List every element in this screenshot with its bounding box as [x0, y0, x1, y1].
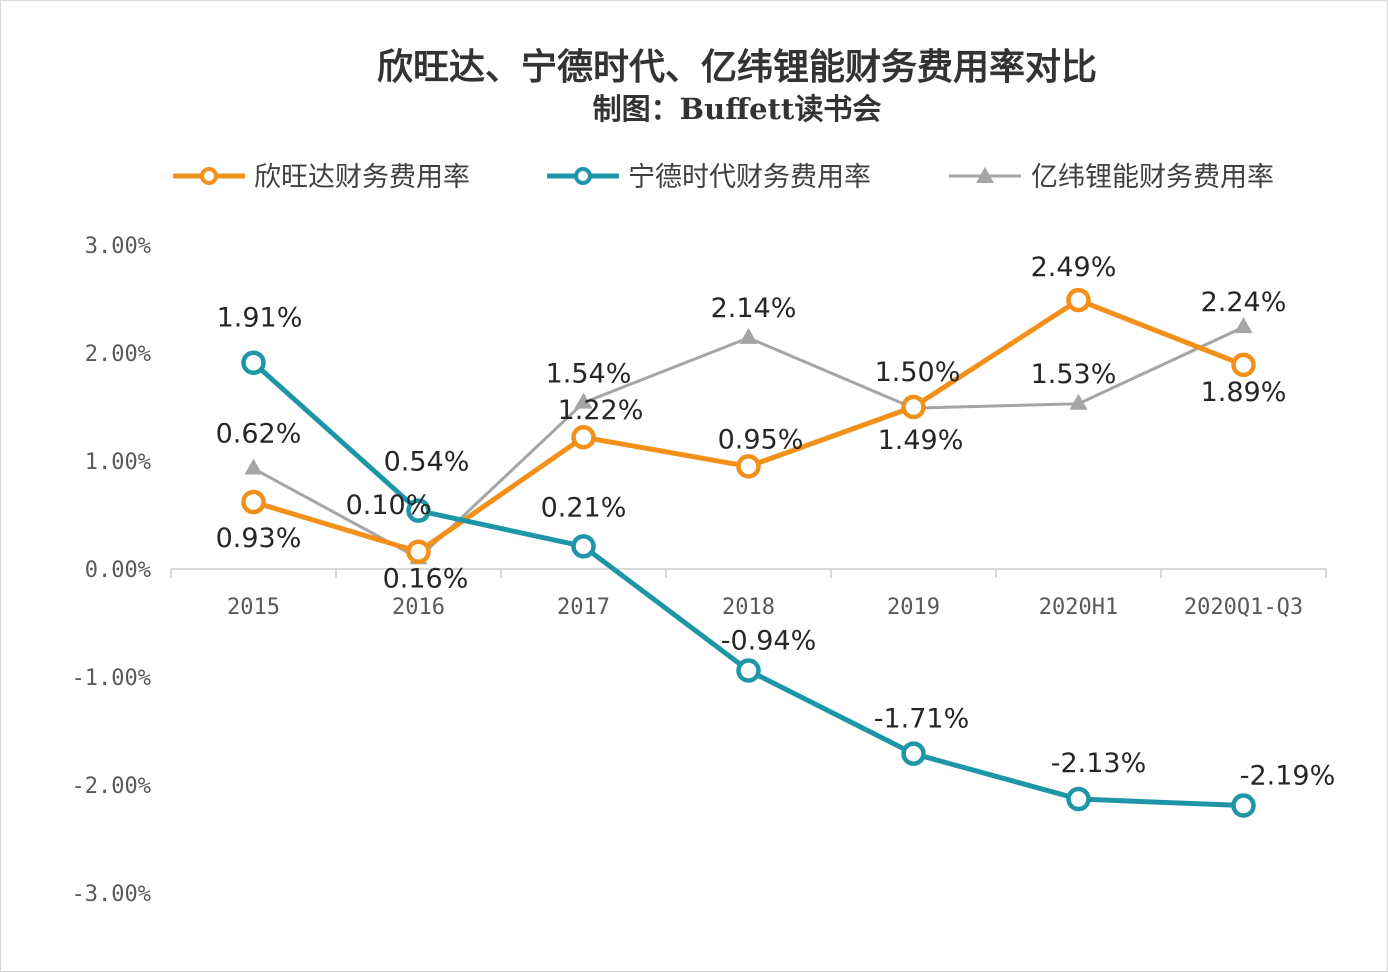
data-point: [241, 489, 266, 515]
data-point: [1066, 287, 1091, 313]
data-label: 1.54%: [546, 359, 632, 390]
data-point: [901, 394, 926, 420]
x-tick-label: 2017: [557, 595, 610, 620]
y-tick-label: -1.00%: [72, 666, 151, 691]
legend-marker: [200, 167, 218, 185]
data-label: 1.22%: [558, 395, 644, 426]
data-label: 1.89%: [1201, 377, 1287, 408]
x-tick-label: 2016: [392, 595, 445, 620]
data-point: [1231, 793, 1256, 818]
data-labels: 0.93% 0.16% 1.22% 0.95% 1.50% 2.49% 1.89% 1.91%…: [216, 252, 1336, 791]
legend-marker: [574, 167, 592, 185]
data-point: [736, 454, 761, 479]
data-label: 0.95%: [718, 424, 804, 455]
legend-marker: [976, 167, 994, 183]
y-tick-label: 2.00%: [85, 342, 151, 367]
data-label: 0.10%: [346, 490, 432, 521]
data-label: 2.14%: [711, 293, 797, 324]
data-point: [1066, 786, 1091, 812]
data-label: 0.62%: [216, 419, 302, 450]
x-axis: 2015 2016 2017 2018 2019 2020H1 2020Q1-Q3: [170, 568, 1327, 620]
y-tick-label: -3.00%: [72, 882, 151, 907]
data-point: [571, 534, 596, 559]
y-tick-label: 3.00%: [85, 234, 151, 259]
x-tick-label: 2018: [722, 595, 775, 620]
x-tick-label: 2020H1: [1039, 595, 1118, 620]
data-label: -2.13%: [1051, 748, 1147, 779]
data-label: -1.71%: [874, 704, 970, 735]
y-axis: 3.00% 2.00% 1.00% 0.00% -1.00% -2.00% -3.00%: [72, 234, 151, 907]
data-point: [901, 741, 926, 766]
data-label: 1.91%: [217, 303, 303, 334]
y-tick-label: 0.00%: [85, 558, 151, 583]
data-point: [244, 458, 263, 475]
data-point: [571, 424, 596, 450]
plot-area: [241, 287, 1256, 818]
data-label: -0.94%: [721, 626, 817, 657]
data-point: [739, 327, 758, 344]
data-label: 1.49%: [878, 425, 964, 456]
data-point: [736, 658, 761, 683]
data-point: [1231, 352, 1256, 378]
data-label: -2.19%: [1240, 761, 1336, 792]
data-point: [574, 392, 593, 409]
legend-label: 欣旺达财务费用率: [254, 162, 470, 193]
data-label: 1.50%: [875, 357, 961, 388]
y-tick-label: 1.00%: [85, 450, 151, 475]
x-tick-label: 2019: [887, 595, 940, 620]
data-label: 2.49%: [1031, 252, 1117, 283]
data-point: [406, 539, 431, 564]
legend-label: 亿纬锂能财务费用率: [1031, 162, 1274, 193]
data-label: 0.54%: [384, 447, 470, 478]
data-point: [1069, 393, 1088, 410]
chart-title: 欣旺达、宁德时代、亿纬锂能财务费用率对比: [377, 46, 1097, 88]
chart-subtitle: 制图：Buffett读书会: [593, 92, 882, 126]
data-point: [406, 498, 431, 523]
data-label: 0.16%: [383, 564, 469, 595]
data-point: [1234, 317, 1253, 334]
legend-label: 宁德时代财务费用率: [628, 162, 871, 193]
data-label: 0.21%: [541, 492, 627, 523]
data-point: [241, 350, 266, 375]
x-tick-label: 2015: [227, 595, 280, 620]
data-label: 2.24%: [1201, 287, 1287, 318]
data-label: 0.93%: [216, 523, 302, 554]
data-label: 1.53%: [1031, 359, 1117, 390]
y-tick-label: -2.00%: [72, 774, 151, 799]
legend: 欣旺达财务费用率 宁德时代财务费用率 亿纬锂能财务费用率: [173, 162, 1274, 193]
x-tick-label: 2020Q1-Q3: [1184, 595, 1303, 620]
